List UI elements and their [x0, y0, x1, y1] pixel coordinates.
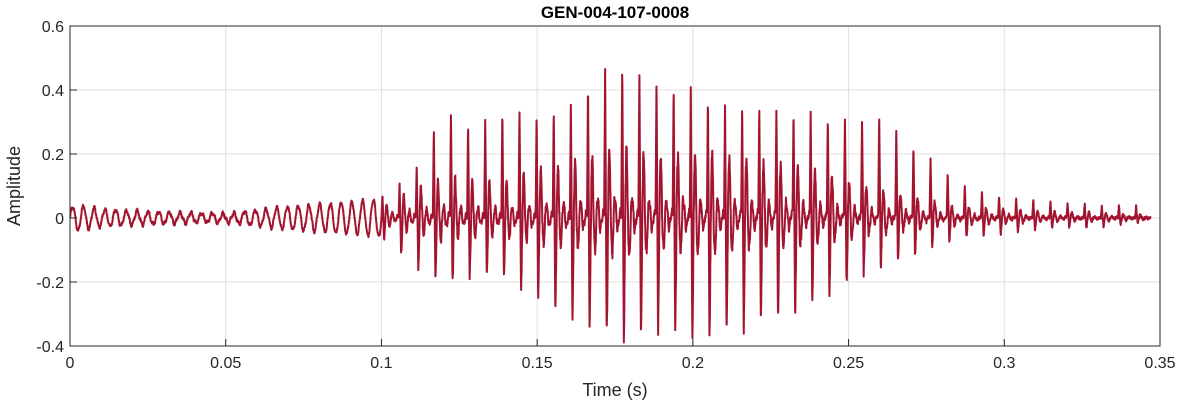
x-tick-labels: 0 0.05 0.1 0.15 0.2 0.25 0.3 0.35	[66, 355, 1176, 372]
x-axis-label: Time (s)	[582, 380, 647, 400]
y-tick-label: -0.4	[36, 339, 64, 356]
series-line	[70, 68, 1152, 344]
tick-marks	[69, 25, 1161, 347]
x-tick-label: 0.1	[370, 355, 392, 372]
y-tick-labels: -0.4 -0.2 0 0.2 0.4 0.6	[36, 19, 64, 356]
y-tick-label: 0.2	[42, 147, 64, 164]
x-tick-label: 0.15	[522, 355, 553, 372]
y-tick-label: -0.2	[36, 275, 64, 292]
y-tick-label: 0.4	[42, 83, 64, 100]
x-tick-label: 0.2	[682, 355, 704, 372]
axes-box	[69, 25, 1161, 347]
y-tick-label: 0	[55, 211, 64, 228]
y-tick-label: 0.6	[42, 19, 64, 36]
x-tick-label: 0.35	[1144, 355, 1175, 372]
y-axis-label: Amplitude	[4, 146, 24, 226]
x-tick-label: 0.05	[210, 355, 241, 372]
x-tick-label: 0.25	[833, 355, 864, 372]
plot-area	[70, 26, 1160, 346]
x-tick-label: 0.3	[993, 355, 1015, 372]
chart-title: GEN-004-107-0008	[541, 3, 689, 22]
x-tick-label: 0	[66, 355, 75, 372]
